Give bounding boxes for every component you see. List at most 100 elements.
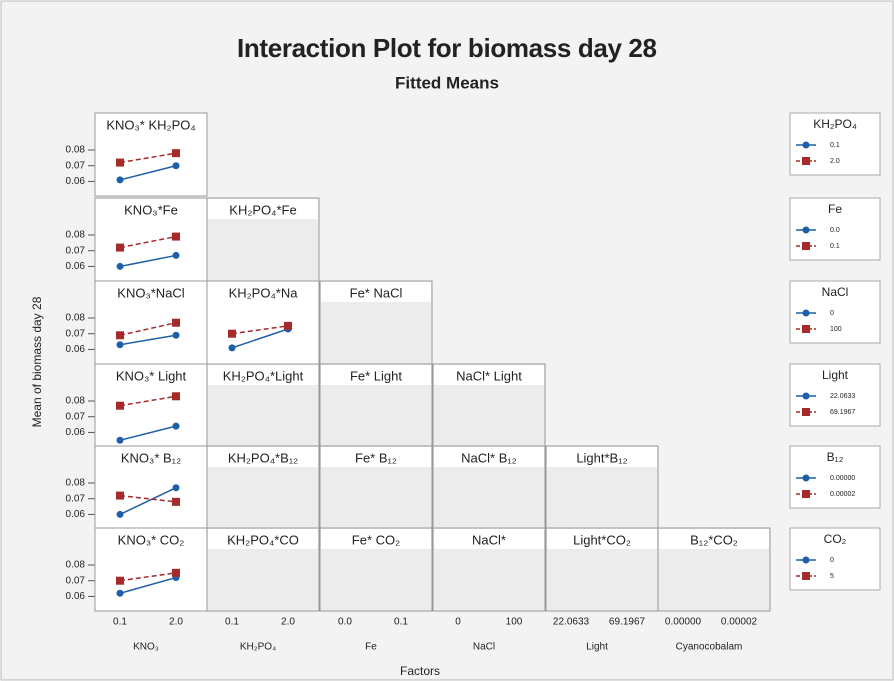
legend-marker xyxy=(802,157,810,165)
panel-header xyxy=(659,529,769,549)
panel-header xyxy=(547,447,657,467)
panel-title: Fe* Light xyxy=(350,368,402,383)
panel-title: Fe* CO₂ xyxy=(352,532,400,547)
point xyxy=(116,589,124,597)
y-tick-label: 0.08 xyxy=(66,560,86,571)
panel-title: NaCl* B₁₂ xyxy=(461,450,517,465)
point xyxy=(172,392,180,401)
series-line xyxy=(231,328,289,349)
panel-title: Fe* B₁₂ xyxy=(355,450,397,465)
legend-marker xyxy=(802,408,810,416)
y-tick-label: 0.06 xyxy=(66,261,86,272)
legend-title: CO₂ xyxy=(824,532,847,546)
panel-header xyxy=(208,199,318,219)
x-tick-label: 0 xyxy=(455,617,461,628)
x-tick-label: 0.1 xyxy=(394,617,408,628)
series-line xyxy=(119,321,177,337)
point xyxy=(172,422,180,430)
factor-label: KH₂PO₄ xyxy=(240,642,276,653)
panel-title: KH₂PO₄*Na xyxy=(229,285,299,300)
point xyxy=(172,232,180,241)
y-tick-label: 0.08 xyxy=(66,396,86,407)
x-tick-label: 2.0 xyxy=(281,617,295,628)
panel-header xyxy=(96,114,206,134)
panel-title: KNO₃*Fe xyxy=(124,202,178,217)
y-tick-label: 0.06 xyxy=(66,344,86,355)
legend-marker xyxy=(802,226,810,234)
x-tick-label: 69.1967 xyxy=(609,617,646,628)
panel-header xyxy=(96,365,206,385)
series-line xyxy=(119,164,177,181)
y-tick-label: 0.06 xyxy=(66,176,86,187)
point xyxy=(116,158,124,167)
point xyxy=(116,576,124,585)
panel-header xyxy=(321,529,431,549)
x-tick-label: 0.00000 xyxy=(665,617,702,628)
panel-title: KNO₃* KH₂PO₄ xyxy=(106,117,195,132)
factor-label: Cyanocobalam xyxy=(676,642,743,653)
series-line xyxy=(119,334,177,346)
y-tick-label: 0.07 xyxy=(66,411,86,422)
y-tick-label: 0.07 xyxy=(66,245,86,256)
legend-marker xyxy=(802,392,810,400)
panel-header xyxy=(208,282,318,302)
panel-header xyxy=(434,447,544,467)
point xyxy=(172,251,180,259)
panel-header xyxy=(434,529,544,549)
legend-label: 0.1 xyxy=(830,243,840,250)
panel-title: Light*B₁₂ xyxy=(576,450,627,465)
legend-title: B₁₂ xyxy=(827,450,844,464)
x-tick-label: 22.0633 xyxy=(553,617,590,628)
series-line xyxy=(119,576,177,595)
y-tick-label: 0.08 xyxy=(66,145,86,156)
point xyxy=(116,243,124,252)
x-tick-label: 0.00002 xyxy=(721,617,758,628)
series-line xyxy=(119,425,177,442)
panel-title: B₁₂*CO₂ xyxy=(690,532,738,547)
panel-header xyxy=(96,199,206,219)
point xyxy=(172,497,180,506)
point xyxy=(116,491,124,500)
panel-header xyxy=(96,282,206,302)
point xyxy=(116,436,124,444)
y-tick-label: 0.07 xyxy=(66,575,86,586)
panel-title: KNO₃* B₁₂ xyxy=(121,450,181,465)
point xyxy=(116,341,124,349)
series-line xyxy=(119,494,177,503)
panel-title: KNO₃* CO₂ xyxy=(118,532,185,547)
panel-header xyxy=(321,447,431,467)
legend-label: 0.00000 xyxy=(830,475,855,482)
legend-title: NaCl xyxy=(822,285,849,299)
legend-marker xyxy=(802,309,810,317)
chart-subtitle: Fitted Means xyxy=(395,73,499,92)
legend-label: 0.0 xyxy=(830,227,840,234)
factor-label: KNO₃ xyxy=(133,642,159,653)
x-axis-label: Factors xyxy=(400,664,440,678)
point xyxy=(172,568,180,577)
point xyxy=(172,162,180,170)
panel-header xyxy=(96,529,206,549)
y-tick-label: 0.06 xyxy=(66,509,86,520)
y-tick-label: 0.08 xyxy=(66,313,86,324)
point xyxy=(172,331,180,339)
series-line xyxy=(119,235,177,249)
point xyxy=(172,318,180,327)
y-tick-label: 0.07 xyxy=(66,328,86,339)
panel-header xyxy=(434,365,544,385)
legend-title: Fe xyxy=(828,202,842,216)
x-tick-label: 0.0 xyxy=(338,617,352,628)
series-line xyxy=(119,487,177,516)
y-tick-label: 0.08 xyxy=(66,230,86,241)
legend-marker xyxy=(802,325,810,333)
x-tick-label: 0.1 xyxy=(113,617,127,628)
series-line xyxy=(119,254,177,268)
panel-header xyxy=(96,447,206,467)
series-line xyxy=(119,152,177,164)
point xyxy=(116,176,124,184)
panel-header xyxy=(547,529,657,549)
y-axis-label: Mean of biomass day 28 xyxy=(30,296,44,427)
panel-title: KH₂PO₄*Fe xyxy=(229,202,296,217)
panel-title: KH₂PO₄*Light xyxy=(223,368,304,383)
y-tick-label: 0.07 xyxy=(66,493,86,504)
